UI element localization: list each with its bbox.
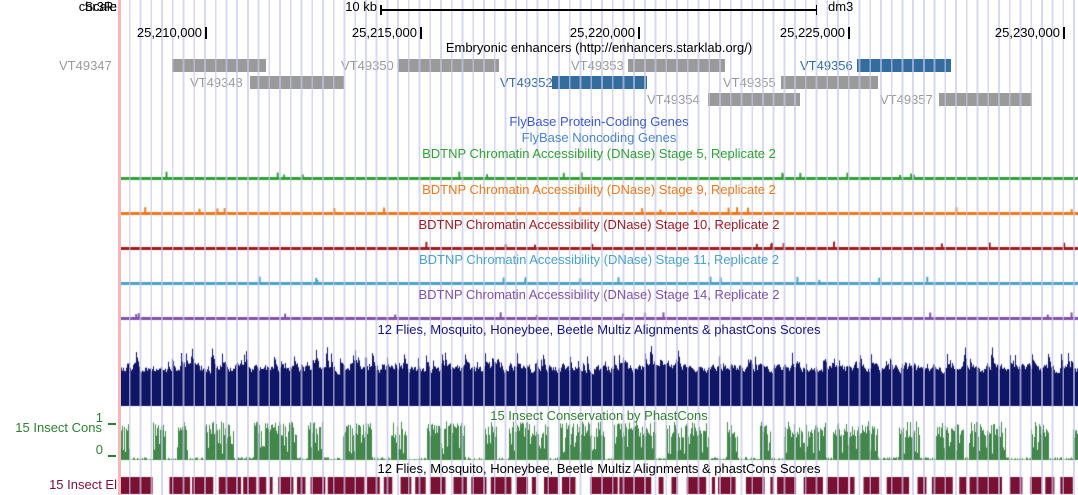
enhancer-item-VT49353[interactable] — [628, 58, 725, 72]
genome-assembly-label: dm3 — [828, 0, 854, 14]
dnase-track-title-stage-1[interactable]: BDTNP Chromatin Accessibility (DNase) St… — [422, 182, 776, 197]
conservation-track-title[interactable]: 15 Insect Conservation by PhastCons — [490, 408, 708, 423]
scale-bar — [380, 9, 817, 11]
coordinate-tick-1 — [420, 27, 422, 39]
conservation-track-left-label: 15 Insect Cons — [15, 420, 102, 435]
dnase-track-title-stage-2[interactable]: BDTNP Chromatin Accessibility (DNase) St… — [418, 217, 780, 232]
insect-elements-left-label: 15 Insect El — [49, 477, 117, 492]
enhancer-item-VT49355[interactable] — [781, 75, 878, 89]
scale-label: Scale — [84, 0, 117, 14]
enhancer-label-VT49355[interactable]: VT49355 — [723, 74, 776, 90]
scale-value: 10 kb — [345, 0, 377, 14]
enhancer-label-VT49357[interactable]: VT49357 — [880, 91, 933, 107]
enhancer-label-VT49352[interactable]: VT49352 — [500, 74, 553, 90]
coordinate-tick-2 — [638, 27, 640, 39]
coordinate-tick-4 — [1063, 27, 1065, 39]
chromosome-label: chr3R: — [78, 0, 117, 14]
coordinate-label-3: 25,225,000 — [779, 25, 845, 40]
enhancer-item-VT49347[interactable] — [172, 58, 266, 72]
coordinate-tick-3 — [848, 27, 850, 39]
enhancer-label-VT49356[interactable]: VT49356 — [800, 57, 853, 73]
enhancer-item-VT49350[interactable] — [398, 58, 499, 72]
conservation-axis-max-tick — [108, 423, 116, 425]
enhancer-item-VT49356[interactable] — [857, 58, 951, 72]
enhancer-label-VT49353[interactable]: VT49353 — [571, 57, 624, 73]
dnase-track-title-stage-4[interactable]: BDTNP Chromatin Accessibility (DNase) St… — [418, 287, 780, 302]
multiz-track-plot-area[interactable] — [120, 340, 1078, 407]
conservation-axis-max-label: 1 — [95, 410, 103, 425]
conservation-axis-min-tick — [108, 455, 116, 457]
insect-elements-track-title[interactable]: 12 Flies, Mosquito, Honeybee, Beetle Mul… — [377, 461, 821, 476]
enhancer-label-VT49350[interactable]: VT49350 — [341, 57, 394, 73]
coordinate-label-0: 25,210,000 — [136, 25, 202, 40]
dnase-track-title-stage-0[interactable]: BDTNP Chromatin Accessibility (DNase) St… — [422, 146, 776, 161]
enhancer-item-VT49352[interactable] — [552, 75, 647, 89]
coordinate-tick-0 — [205, 27, 207, 39]
gene-track-title-1[interactable]: FlyBase Noncoding Genes — [521, 130, 677, 145]
dnase-track-title-stage-3[interactable]: BDTNP Chromatin Accessibility (DNase) St… — [418, 252, 780, 267]
enhancer-label-VT49354[interactable]: VT49354 — [647, 91, 700, 107]
coordinate-label-1: 25,215,000 — [351, 25, 417, 40]
coordinate-label-4: 25,230,000 — [994, 25, 1060, 40]
insect-elements-track-plot-area[interactable] — [120, 477, 1078, 494]
enhancer-item-VT49357[interactable] — [939, 92, 1032, 106]
enhancer-item-VT49348[interactable] — [250, 75, 344, 89]
enhancer-item-VT49354[interactable] — [708, 92, 800, 106]
conservation-axis-min-label: 0 — [95, 442, 103, 457]
coordinate-label-2: 25,220,000 — [569, 25, 635, 40]
gene-track-title-0[interactable]: FlyBase Protein-Coding Genes — [509, 114, 689, 129]
multiz-track-title[interactable]: 12 Flies, Mosquito, Honeybee, Beetle Mul… — [377, 322, 821, 337]
scale-bar-right-tick — [815, 4, 817, 15]
enhancer-track-title[interactable]: Embryonic enhancers (http://enhancers.st… — [445, 40, 753, 55]
enhancer-label-VT49348[interactable]: VT49348 — [190, 74, 243, 90]
enhancer-label-VT49347[interactable]: VT49347 — [59, 57, 112, 73]
scale-bar-left-tick — [380, 4, 382, 15]
